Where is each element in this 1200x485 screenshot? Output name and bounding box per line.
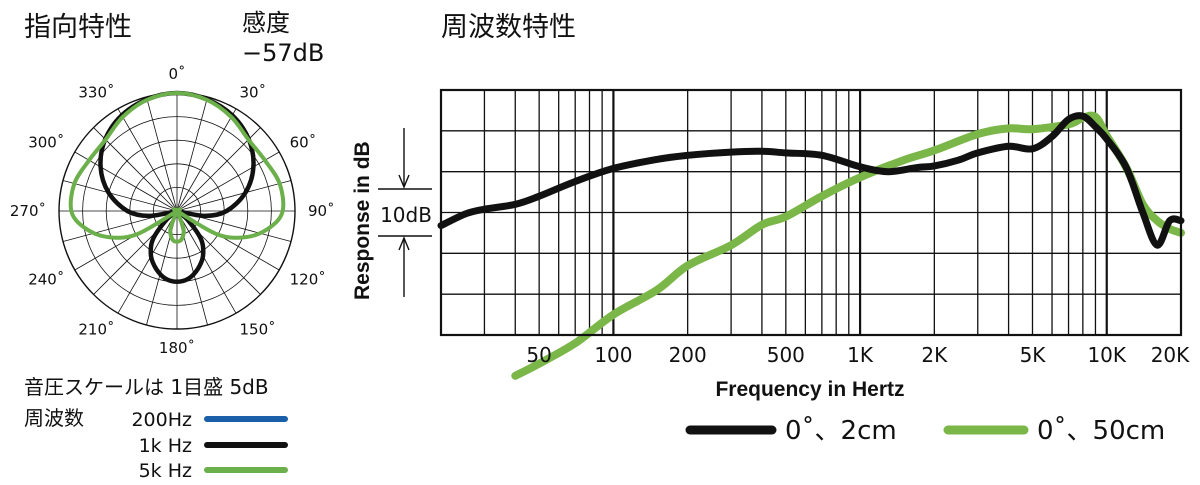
polar-legend-5khz: 5k Hz [139, 460, 288, 482]
polar-spoke [146, 96, 178, 212]
legend-label-2cm: 0˚、2cm [785, 416, 897, 446]
legend-label-50cm: 0˚、50cm [1037, 416, 1165, 446]
freq-series-2cm [437, 112, 1185, 249]
polar-spoke [93, 127, 178, 212]
legend-label-5khz: 5k Hz [139, 460, 192, 482]
freq-x-tick-label: 50 [526, 343, 551, 367]
polar-angle-label: 300˚ [28, 134, 64, 152]
polar-angle-label: 210˚ [78, 321, 114, 339]
polar-angle-label: 150˚ [240, 321, 276, 339]
polar-spoke [117, 210, 178, 314]
polar-spoke [176, 151, 280, 212]
polar-angle-label: 180˚ [159, 339, 195, 357]
sensitivity-value: −57dB [242, 39, 324, 67]
sensitivity-label: 感度 [242, 9, 290, 37]
freq-x-tick-label: 200 [669, 343, 707, 367]
freq-x-tick-label: 1K [847, 343, 874, 367]
polar-title: 指向特性 [24, 12, 132, 43]
polar-angle-label: 120˚ [290, 271, 326, 289]
polar-angle-label: 240˚ [28, 271, 64, 289]
polar-spoke [74, 151, 178, 212]
freq-x-tick-labels: 50 100 200 500 1K 2K 5K 10K 20K [526, 343, 1190, 367]
freq-legend-2cm: 0˚、2cm [685, 416, 897, 446]
freq-x-tick-label: 20K [1151, 343, 1190, 367]
polar-angle-labels: 0˚ 30˚ 60˚ 90˚ 120˚ 150˚ 180˚ 210˚ 240˚ 270˚ 300˚ 3… [10, 65, 335, 357]
legend-label-200hz: 200Hz [131, 409, 192, 431]
freq-legend-50cm: 0˚、50cm [943, 416, 1165, 446]
polar-spoke [176, 96, 208, 212]
freq-x-tick-label: 500 [767, 343, 805, 367]
polar-angle-label: 90˚ [308, 202, 335, 220]
freq-x-axis-label: Frequency in Hertz [715, 378, 904, 401]
freq-x-tick-label: 5K [1020, 343, 1047, 367]
polar-spoke [62, 180, 178, 212]
freq-x-tick-label: 2K [921, 343, 948, 367]
polar-spoke [176, 210, 237, 314]
legend-label-1khz: 1k Hz [139, 435, 192, 457]
freq-x-tick-label: 100 [594, 343, 632, 367]
polar-angle-label: 0˚ [168, 65, 185, 83]
freq-series [437, 111, 1185, 380]
freq-y-axis-label: Response in dB [351, 141, 374, 300]
polar-legend-200hz: 200Hz [131, 409, 288, 431]
db-scale-label: 10dB [380, 203, 432, 227]
db-scale-marker: 10dB [378, 128, 432, 297]
freq-x-tick-label: 10K [1087, 343, 1126, 367]
freq-title: 周波数特性 [441, 12, 576, 43]
db-scale-arrowhead-bottom [398, 236, 410, 251]
freq-plot-frame [439, 88, 1183, 337]
polar-series [68, 90, 286, 285]
polar-spoke [176, 127, 261, 212]
polar-angle-label: 60˚ [290, 134, 317, 152]
polar-spoke [176, 180, 292, 212]
db-scale-arrowhead-top [398, 174, 410, 189]
frequency-legend-title: 周波数 [24, 406, 84, 430]
polar-angle-label: 30˚ [240, 83, 267, 101]
polar-legend-1khz: 1k Hz [139, 435, 288, 457]
polar-angle-label: 270˚ [10, 202, 46, 220]
pressure-scale-note: 音圧スケールは 1目盛 5dB [24, 375, 269, 399]
polar-series-5khz [68, 91, 286, 244]
polar-angle-label: 330˚ [78, 83, 114, 101]
polar-spoke [117, 108, 178, 212]
polar-spoke [176, 108, 237, 212]
polar-series-1khz [98, 90, 256, 285]
